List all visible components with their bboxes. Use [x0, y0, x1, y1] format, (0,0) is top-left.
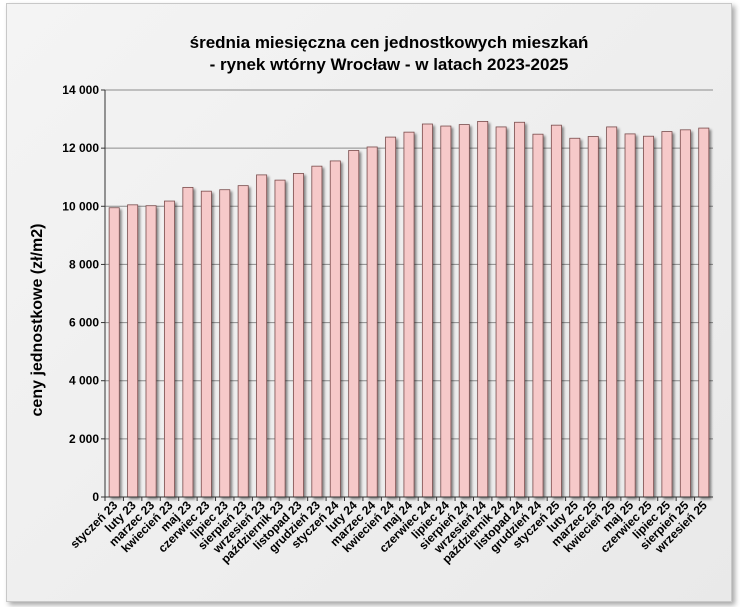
bar: [366, 146, 378, 498]
bar: [348, 150, 360, 498]
chart-frame: średnia miesięczna cen jednostkowych mie…: [6, 3, 732, 602]
y-tick-labels: 0 2 000 4 000 6 000 8 000 10 000 12 000 14 000: [62, 83, 105, 504]
bar: [292, 173, 304, 498]
y-tick-label: 14 000: [62, 83, 99, 97]
bar: [200, 190, 212, 498]
bar: [698, 127, 710, 498]
y-tick-label: 12 000: [62, 141, 99, 155]
bar: [256, 174, 268, 498]
bar: [127, 204, 139, 498]
bar: [532, 133, 544, 498]
y-tick-label: 6 000: [69, 316, 99, 330]
y-tick-label: 8 000: [69, 257, 99, 271]
bar: [477, 120, 489, 498]
bar: [219, 189, 231, 498]
bars: [108, 120, 710, 498]
bar: [514, 121, 526, 498]
y-tick-label: 4 000: [69, 374, 99, 388]
chart-title-line-1: średnia miesięczna cen jednostkowych mie…: [190, 33, 589, 52]
y-tick-label: 10 000: [62, 199, 99, 213]
bar: [145, 205, 157, 498]
bar: [237, 185, 249, 498]
bar: [661, 131, 673, 498]
bar: [587, 136, 599, 498]
bar: [624, 133, 636, 498]
bar: [329, 160, 341, 498]
bar: [440, 125, 452, 498]
bar: [164, 200, 175, 498]
bar: [421, 123, 433, 498]
bar: [274, 179, 286, 498]
bar: [385, 136, 397, 498]
bar: [495, 126, 507, 498]
axes: [104, 90, 713, 498]
bar: [550, 124, 562, 498]
y-tick-label: 2 000: [69, 432, 99, 446]
bar: [403, 131, 415, 498]
bar: [643, 135, 654, 498]
bar: [458, 124, 470, 498]
bar: [569, 137, 581, 498]
bar-chart: średnia miesięczna cen jednostkowych mie…: [29, 33, 713, 566]
y-axis-label: ceny jednostkowe (zł/m2): [29, 224, 46, 417]
bar: [182, 186, 194, 498]
bar: [311, 165, 323, 498]
bar: [606, 126, 618, 498]
bar: [679, 129, 691, 498]
y-tick-label: 0: [92, 490, 99, 504]
chart-title-line-2: - rynek wtórny Wrocław - w latach 2023-2…: [210, 55, 569, 74]
bar: [108, 207, 120, 498]
